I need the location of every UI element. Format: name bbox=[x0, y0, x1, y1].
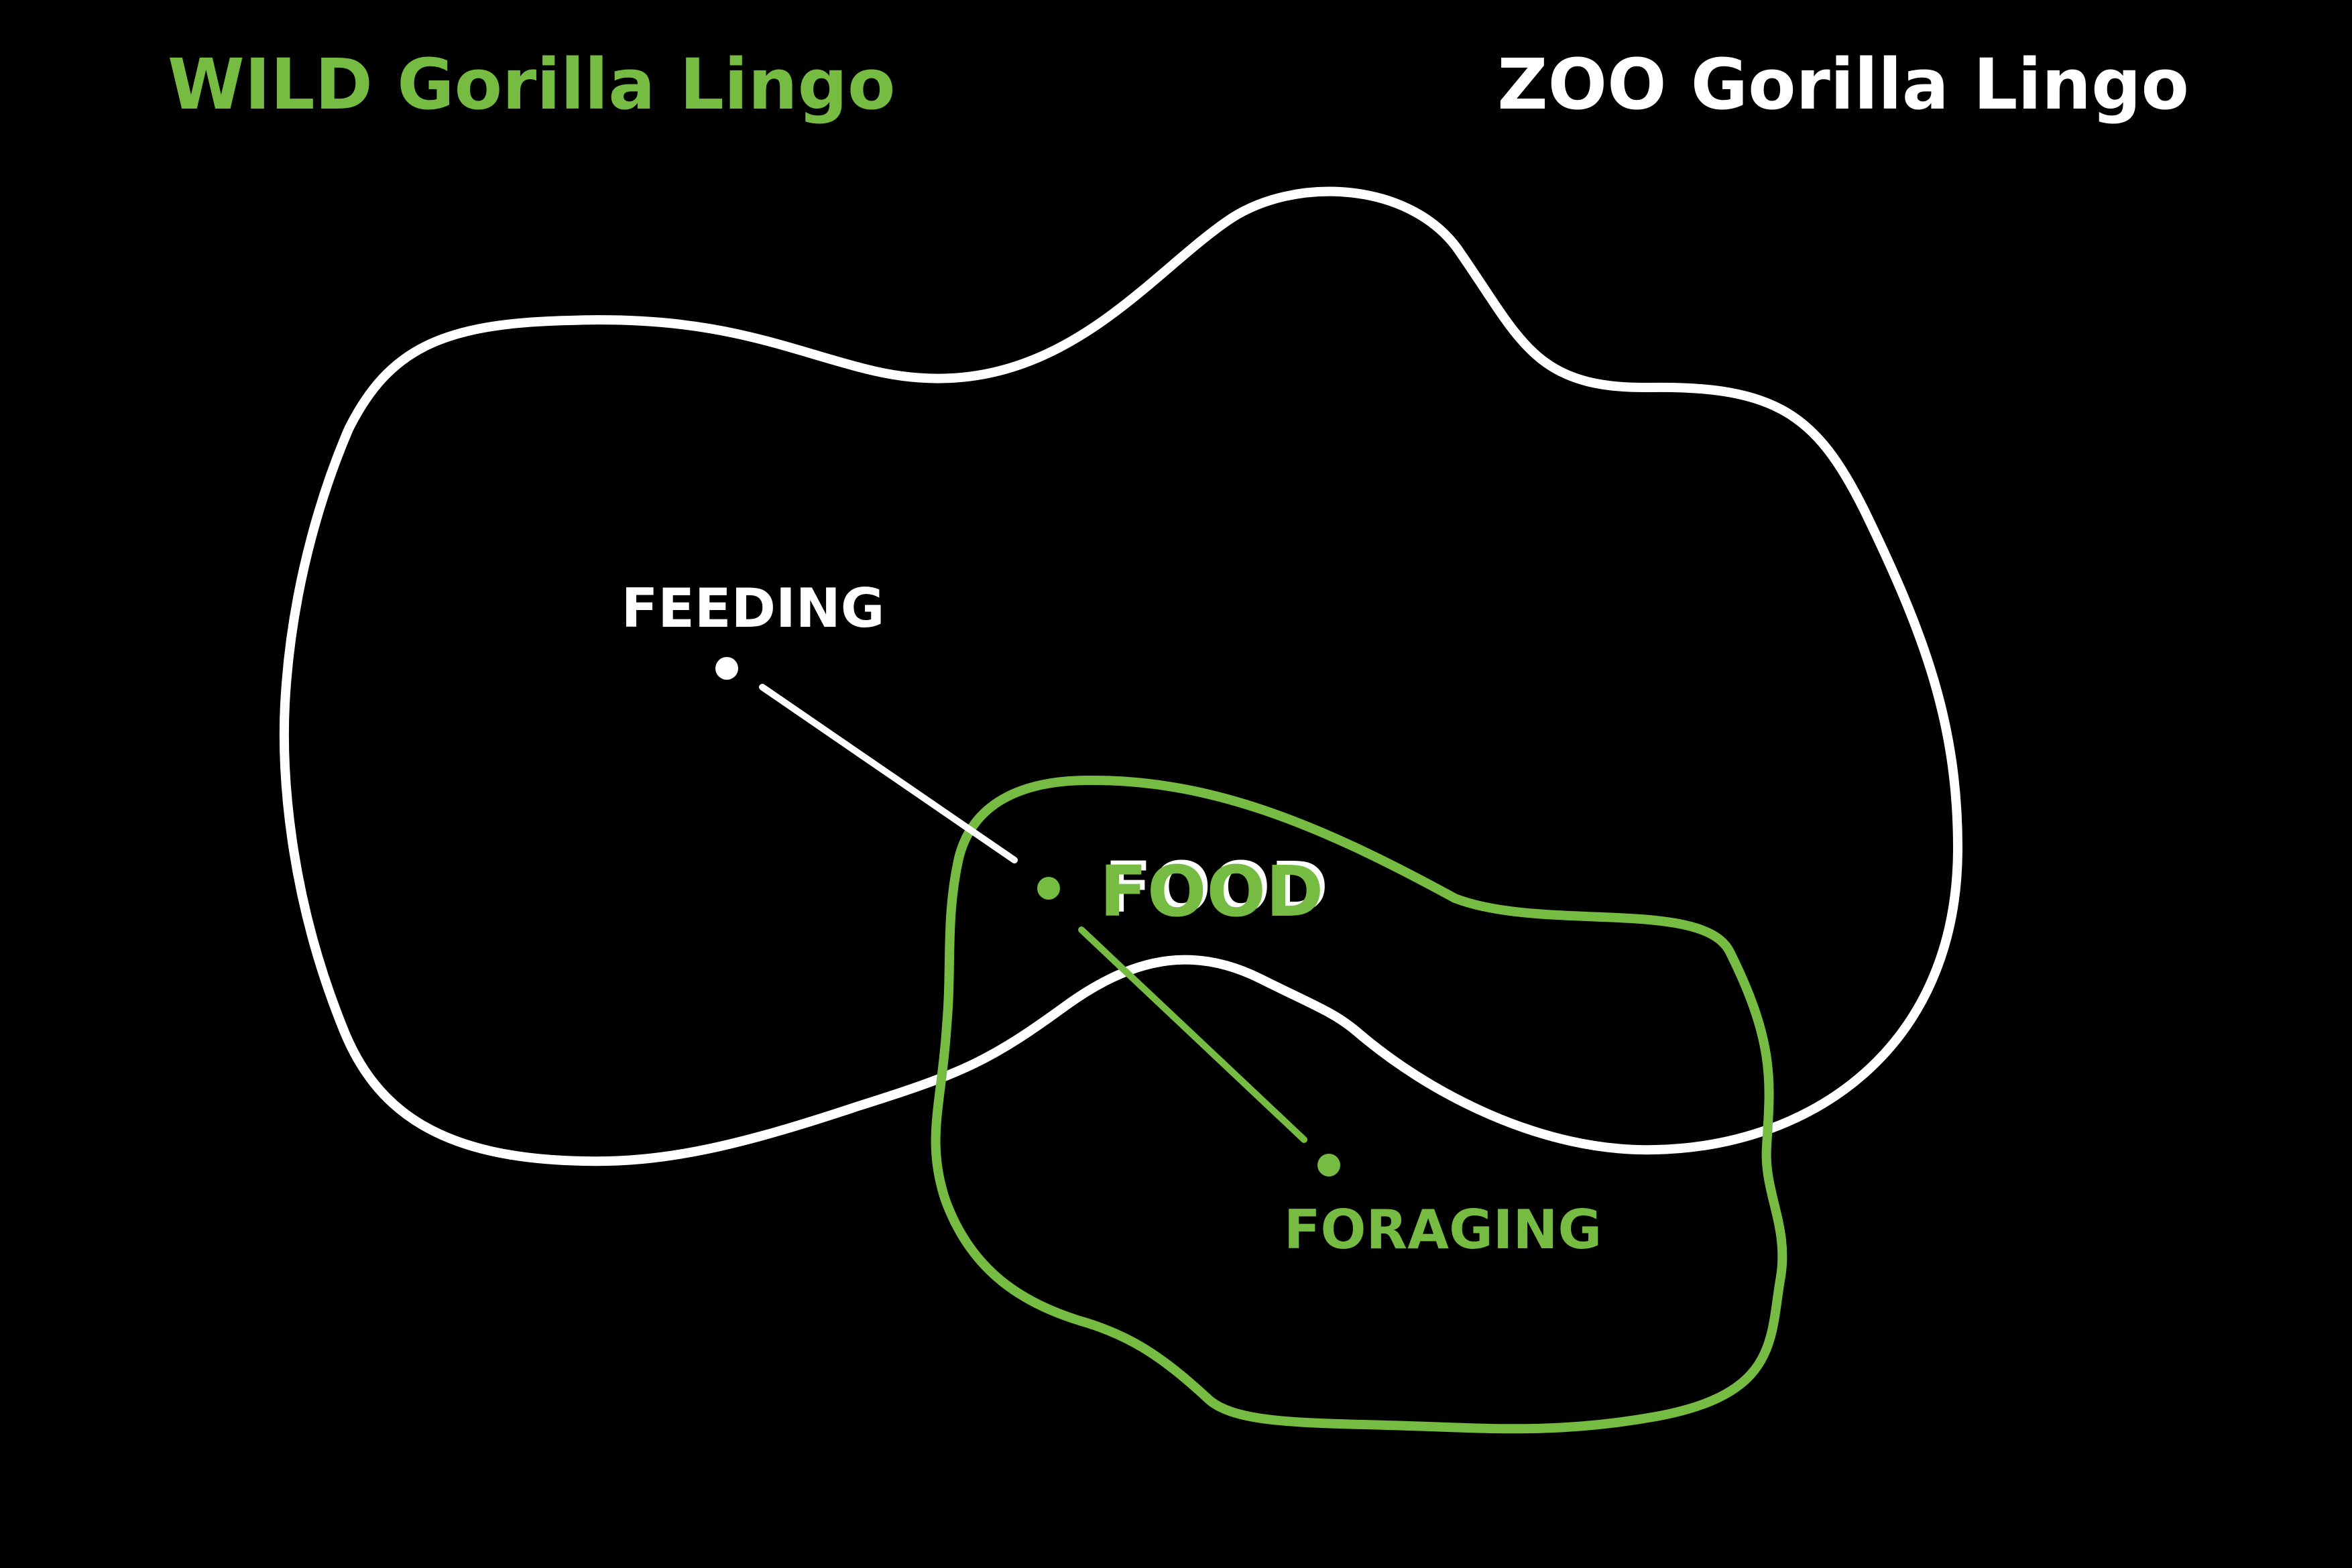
foraging-dot bbox=[1317, 1154, 1340, 1177]
zoo-region-outline bbox=[279, 186, 1962, 1166]
food-dot bbox=[1037, 877, 1060, 900]
wild-title: WILD Gorilla Lingo bbox=[168, 44, 896, 125]
wild-region-outline bbox=[931, 775, 1787, 1434]
foraging-connector-line bbox=[1078, 926, 1307, 1143]
feeding-connector-line bbox=[759, 684, 1018, 863]
feeding-label: FEEDING bbox=[622, 577, 885, 640]
zoo-title: ZOO Gorilla Lingo bbox=[1497, 44, 2189, 125]
foraging-label: FORAGING bbox=[1284, 1199, 1602, 1261]
food-label-shadow: FOOD bbox=[1104, 847, 1328, 928]
food-label: FOOD bbox=[1100, 851, 1324, 932]
feeding-dot bbox=[715, 657, 738, 680]
